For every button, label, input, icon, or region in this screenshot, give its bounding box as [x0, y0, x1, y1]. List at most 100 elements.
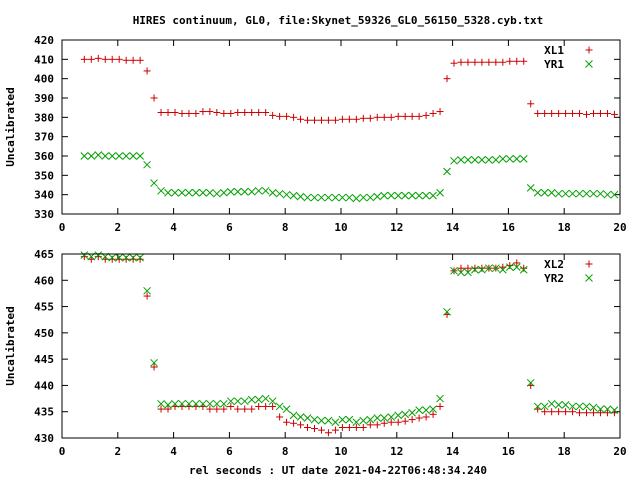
xl2-point	[310, 425, 318, 433]
yr2-point	[443, 307, 451, 316]
yr2-point	[380, 414, 389, 422]
xl2-point	[541, 408, 549, 416]
yr2-point	[317, 416, 326, 425]
bottom-panel-x-tick-label: 8	[282, 445, 289, 458]
yr2-point	[324, 416, 333, 425]
yr2-point	[164, 401, 172, 409]
xl2-point	[603, 409, 611, 417]
xl2-point	[324, 429, 332, 437]
bottom-panel-x-tick-label: 14	[446, 445, 460, 458]
xl1-point	[387, 113, 395, 121]
yr2-point	[436, 394, 444, 403]
yr2-point	[603, 405, 612, 413]
xl1-point	[373, 113, 381, 121]
xl2-point	[562, 408, 570, 416]
xl1-point	[610, 110, 618, 118]
bottom-panel-x-tick-label: 2	[114, 445, 121, 458]
xl2-point	[269, 402, 277, 410]
yr1-point	[415, 191, 423, 200]
yr2-point	[491, 264, 500, 273]
top-panel-y-tick-label: 360	[34, 150, 54, 163]
bottom-panel-y-tick-label: 435	[34, 406, 54, 419]
xl2-point	[408, 416, 416, 424]
xl2-point	[338, 423, 346, 431]
xl1-point	[101, 55, 109, 63]
xl2-point	[255, 402, 263, 410]
xl1-point	[199, 108, 207, 116]
xl2-point	[317, 426, 325, 434]
xl1-point	[290, 113, 298, 121]
xl2-point	[150, 363, 158, 371]
bottom-panel-plot-frame	[61, 253, 621, 439]
yr1-point	[457, 156, 465, 164]
xl1-point	[401, 112, 409, 120]
yr2-point	[415, 406, 423, 414]
xl1-point	[241, 109, 249, 116]
yr2-point	[429, 405, 437, 413]
xl1-point	[569, 109, 577, 117]
yr2-point	[226, 397, 235, 406]
top-panel-y-tick-label: 330	[34, 208, 54, 221]
yr2-point	[589, 403, 598, 412]
top-panel-y-tick-label: 420	[34, 34, 54, 47]
yr2-point	[150, 358, 158, 367]
yr2-point	[212, 399, 221, 408]
xl2-point	[555, 408, 563, 416]
xl1-point	[596, 109, 604, 117]
yr2-point	[464, 268, 472, 277]
yr1-point	[289, 191, 298, 200]
bottom-panel-x-tick-label: 4	[170, 445, 177, 458]
yr1-point	[108, 152, 117, 160]
yr2-point	[505, 263, 514, 271]
yr2-point	[115, 253, 124, 262]
xl2-point	[583, 409, 591, 417]
xl1-point	[213, 109, 221, 116]
xl2-point	[457, 264, 465, 272]
yr1-point	[471, 156, 479, 164]
xl2-point	[589, 409, 597, 417]
yr2-point	[268, 397, 277, 406]
top-panel-y-tick-label: 390	[34, 92, 54, 105]
yr2-point	[485, 264, 493, 273]
xl1-point	[108, 55, 116, 63]
xl1-point	[352, 115, 360, 123]
xl1-point	[576, 109, 584, 117]
xl1-point	[380, 113, 388, 121]
xl1-point	[499, 58, 507, 66]
xl2-point	[569, 408, 577, 416]
xl1-point	[457, 58, 465, 66]
yr1-point	[575, 189, 584, 198]
yr2-point	[540, 402, 549, 411]
xl1-point	[115, 55, 123, 63]
xl2-point	[304, 423, 312, 431]
xl1-point	[262, 109, 270, 116]
xl2-point	[241, 405, 249, 413]
yr2-point	[554, 401, 563, 409]
yr2-point	[206, 399, 214, 408]
yr1-point	[303, 193, 312, 202]
xl1-point	[513, 57, 521, 65]
xl1-point	[304, 116, 312, 124]
yr2-point	[275, 402, 284, 411]
yr2-point	[596, 405, 605, 413]
yr2-point	[387, 413, 396, 421]
xl1-point	[464, 58, 472, 66]
yr1-point	[150, 179, 158, 187]
yr1-point	[226, 187, 235, 196]
xl1-point	[317, 116, 325, 124]
xl2-point	[520, 264, 528, 272]
bottom-panel-y-tick-label: 455	[34, 301, 54, 314]
yr2-point	[338, 415, 347, 424]
top-panel-x-tick-label: 8	[282, 221, 289, 234]
yr2-point	[547, 399, 556, 408]
xl1-point	[562, 109, 570, 117]
yr1-point	[233, 187, 242, 196]
bottom-panel-y-tick-label: 430	[34, 432, 54, 445]
yr1-point	[164, 188, 172, 197]
yr1-point	[540, 188, 549, 197]
yr1-point	[429, 191, 437, 200]
xl1-point	[136, 56, 144, 64]
yr2-point	[478, 265, 486, 274]
xl1-point	[450, 59, 458, 67]
